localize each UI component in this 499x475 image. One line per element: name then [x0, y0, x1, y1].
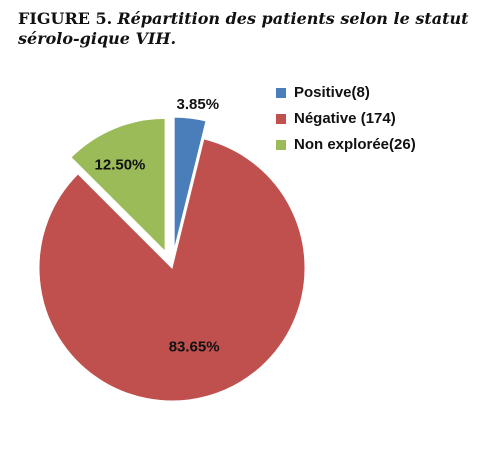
pct-label-non-exploree: 12.50%: [95, 157, 146, 174]
pie-slice-negative: [38, 138, 306, 402]
legend-label-non-exploree: Non explorée(26): [294, 136, 416, 153]
legend-swatch-non-exploree: [276, 140, 286, 150]
legend-label-positive: Positive(8): [294, 84, 370, 101]
pie-slice-positive: [173, 116, 207, 251]
legend-swatch-positive: [276, 88, 286, 98]
figure-title: Répartition des patients selon le statut…: [18, 9, 469, 48]
pie-slice-non-exploree: [70, 117, 166, 253]
pct-label-positive: 3.85%: [177, 96, 220, 113]
legend-label-negative: Négative (174): [294, 110, 396, 127]
figure-number: FIGURE 5.: [18, 9, 113, 28]
figure-caption: FIGURE 5. Répartition des patients selon…: [18, 9, 488, 49]
pct-label-negative: 83.65%: [169, 338, 220, 355]
legend-swatch-negative: [276, 114, 286, 124]
